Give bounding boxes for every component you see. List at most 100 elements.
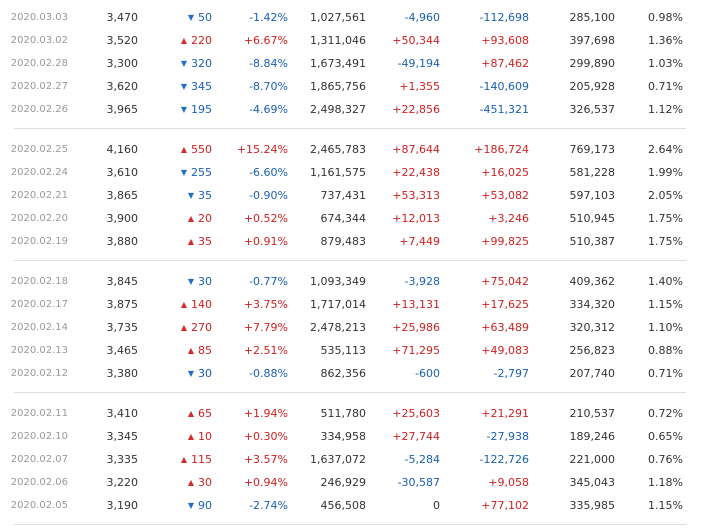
- change-value: 50: [198, 11, 212, 24]
- date-cell: 2020.02.12: [10, 368, 68, 379]
- foreign-holdings-cell: 334,320: [569, 298, 616, 311]
- date-cell: 2020.02.18: [10, 276, 68, 287]
- arrow-up-icon: ▲: [180, 300, 187, 309]
- row-group: 2020.02.11 3,410 ▲ 65 +1.94% 511,780 +25,603 +2…: [0, 402, 701, 517]
- foreign-ratio-cell: 1.40%: [648, 275, 683, 288]
- change-cell: ▲ 30: [150, 471, 212, 494]
- arrow-down-icon: ▼: [180, 59, 187, 68]
- close-price-cell: 3,335: [106, 453, 139, 466]
- close-price-cell: 3,470: [106, 11, 139, 24]
- volume-cell: 2,478,213: [310, 321, 366, 334]
- close-price-cell: 3,865: [106, 189, 139, 202]
- change-cell: ▼ 30: [150, 270, 212, 293]
- close-price-cell: 3,220: [106, 476, 139, 489]
- table-row: 2020.02.06 3,220 ▲ 30 +0.94% 246,929 -30,587 +9…: [0, 471, 701, 494]
- table-row: 2020.02.07 3,335 ▲ 115 +3.57% 1,637,072 -5,284…: [0, 448, 701, 471]
- foreign-holdings-cell: 285,100: [569, 11, 616, 24]
- table-row: 2020.02.19 3,880 ▲ 35 +0.91% 879,483 +7,449 +99…: [0, 230, 701, 253]
- foreign-holdings-cell: 210,537: [569, 407, 616, 420]
- table-row: 2020.02.25 4,160 ▲ 550 +15.24% 2,465,783 +87,6…: [0, 138, 701, 161]
- foreign-ratio-cell: 1.18%: [648, 476, 683, 489]
- change-rate-cell: -8.84%: [249, 57, 288, 70]
- foreign-holdings-cell: 205,928: [569, 80, 616, 93]
- date-cell: 2020.02.13: [10, 345, 68, 356]
- date-cell: 2020.02.06: [10, 477, 68, 488]
- foreign-holdings-cell: 299,890: [569, 57, 616, 70]
- arrow-up-icon: ▲: [187, 214, 194, 223]
- volume-cell: 1,093,349: [310, 275, 366, 288]
- foreign-ratio-cell: 1.03%: [648, 57, 683, 70]
- foreign-holdings-cell: 397,698: [569, 34, 616, 47]
- institution-net-cell: +7,449: [399, 235, 440, 248]
- foreign-net-cell: +75,042: [481, 275, 529, 288]
- close-price-cell: 3,735: [106, 321, 139, 334]
- foreign-holdings-cell: 409,362: [569, 275, 616, 288]
- close-price-cell: 3,300: [106, 57, 139, 70]
- institution-net-cell: -4,960: [404, 11, 440, 24]
- change-cell: ▼ 345: [150, 75, 212, 98]
- foreign-ratio-cell: 0.76%: [648, 453, 683, 466]
- group-divider: [14, 392, 686, 393]
- institution-net-cell: -600: [415, 367, 440, 380]
- volume-cell: 1,717,014: [310, 298, 366, 311]
- date-cell: 2020.02.20: [10, 213, 68, 224]
- change-cell: ▲ 270: [150, 316, 212, 339]
- foreign-net-cell: +186,724: [474, 143, 529, 156]
- change-rate-cell: -6.60%: [249, 166, 288, 179]
- foreign-ratio-cell: 1.10%: [648, 321, 683, 334]
- change-cell: ▲ 65: [150, 402, 212, 425]
- volume-cell: 737,431: [320, 189, 367, 202]
- change-rate-cell: -0.90%: [249, 189, 288, 202]
- institution-net-cell: +27,744: [392, 430, 440, 443]
- foreign-holdings-cell: 581,228: [569, 166, 616, 179]
- volume-cell: 879,483: [320, 235, 367, 248]
- institution-net-cell: -30,587: [397, 476, 440, 489]
- foreign-holdings-cell: 221,000: [569, 453, 616, 466]
- change-rate-cell: +2.51%: [243, 344, 288, 357]
- close-price-cell: 3,845: [106, 275, 139, 288]
- institution-net-cell: +71,295: [392, 344, 440, 357]
- volume-cell: 1,161,575: [310, 166, 366, 179]
- volume-cell: 1,865,756: [310, 80, 366, 93]
- table-row: 2020.02.13 3,465 ▲ 85 +2.51% 535,113 +71,295 +4…: [0, 339, 701, 362]
- foreign-net-cell: +9,058: [488, 476, 529, 489]
- institution-net-cell: +53,313: [392, 189, 440, 202]
- institution-net-cell: -3,928: [404, 275, 440, 288]
- arrow-down-icon: ▼: [187, 501, 194, 510]
- arrow-up-icon: ▲: [180, 455, 187, 464]
- close-price-cell: 4,160: [106, 143, 139, 156]
- foreign-net-cell: -112,698: [479, 11, 529, 24]
- change-cell: ▲ 140: [150, 293, 212, 316]
- institution-net-cell: +1,355: [399, 80, 440, 93]
- change-rate-cell: -0.88%: [249, 367, 288, 380]
- table-row: 2020.02.17 3,875 ▲ 140 +3.75% 1,717,014 +13,13…: [0, 293, 701, 316]
- change-cell: ▼ 50: [150, 6, 212, 29]
- change-value: 30: [198, 476, 212, 489]
- close-price-cell: 3,345: [106, 430, 139, 443]
- change-value: 10: [198, 430, 212, 443]
- change-cell: ▲ 550: [150, 138, 212, 161]
- foreign-ratio-cell: 1.75%: [648, 235, 683, 248]
- change-rate-cell: +0.30%: [243, 430, 288, 443]
- foreign-ratio-cell: 0.88%: [648, 344, 683, 357]
- change-value: 270: [191, 321, 212, 334]
- change-rate-cell: -0.77%: [249, 275, 288, 288]
- date-cell: 2020.02.26: [10, 104, 68, 115]
- arrow-down-icon: ▼: [180, 82, 187, 91]
- date-cell: 2020.02.24: [10, 167, 68, 178]
- foreign-ratio-cell: 2.05%: [648, 189, 683, 202]
- change-rate-cell: +0.52%: [243, 212, 288, 225]
- arrow-up-icon: ▲: [180, 323, 187, 332]
- arrow-down-icon: ▼: [187, 191, 194, 200]
- institution-net-cell: +25,986: [392, 321, 440, 334]
- foreign-net-cell: +93,608: [481, 34, 529, 47]
- table-row: 2020.02.26 3,965 ▼ 195 -4.69% 2,498,327 +22,85…: [0, 98, 701, 121]
- change-value: 30: [198, 275, 212, 288]
- volume-cell: 511,780: [320, 407, 367, 420]
- foreign-ratio-cell: 0.71%: [648, 80, 683, 93]
- close-price-cell: 3,875: [106, 298, 139, 311]
- institution-net-cell: +13,131: [392, 298, 440, 311]
- table-row: 2020.03.02 3,520 ▲ 220 +6.67% 1,311,046 +50,34…: [0, 29, 701, 52]
- institution-net-cell: +22,438: [392, 166, 440, 179]
- foreign-holdings-cell: 510,387: [569, 235, 616, 248]
